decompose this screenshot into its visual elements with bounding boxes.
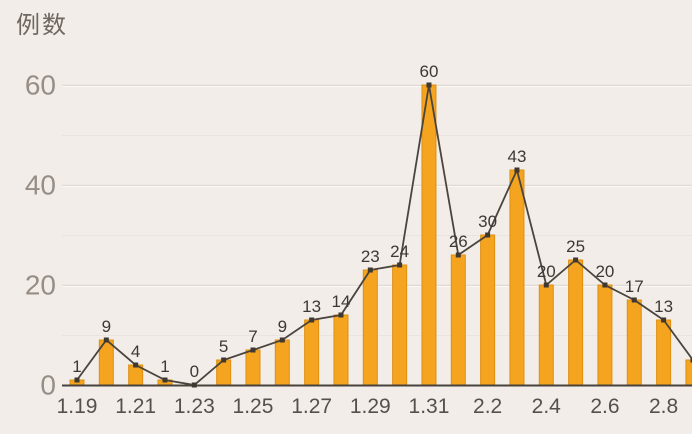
point-marker <box>279 337 285 343</box>
point-marker <box>426 82 432 88</box>
bar-1.25 <box>245 349 261 386</box>
point-marker <box>661 317 667 323</box>
bar-value-label: 60 <box>419 62 438 81</box>
bar-value-label: 20 <box>595 262 614 281</box>
bar-value-label: 1 <box>72 357 81 376</box>
point-marker <box>74 377 80 383</box>
bar-1.31 <box>421 84 437 386</box>
bar-value-label: 9 <box>102 317 111 336</box>
point-marker <box>221 357 227 363</box>
point-marker <box>514 167 520 173</box>
bar-value-label: 4 <box>131 342 140 361</box>
x-tick-label: 1.25 <box>233 395 274 418</box>
point-marker <box>250 347 256 353</box>
x-tick-label: 2.2 <box>473 395 502 418</box>
bar-value-label: 17 <box>625 277 644 296</box>
x-tick-label: 1.29 <box>350 395 391 418</box>
point-marker <box>631 297 637 303</box>
y-axis-title: 例数 <box>16 12 68 39</box>
point-marker <box>367 267 373 273</box>
trend-line <box>76 84 692 386</box>
x-tick-label: 1.27 <box>291 395 332 418</box>
bar-2.3 <box>509 169 525 386</box>
y-tick-label: 0 <box>40 370 56 401</box>
bar-value-label: 25 <box>566 237 585 256</box>
bar-2.2 <box>480 234 496 386</box>
bar-value-label: 20 <box>537 262 556 281</box>
bar-value-label: 14 <box>332 292 351 311</box>
bar-value-label: 1 <box>160 357 169 376</box>
x-tick-label: 2.4 <box>532 395 562 418</box>
point-marker <box>191 382 197 388</box>
bar-2.6 <box>597 284 613 386</box>
bar-value-label: 23 <box>361 247 380 266</box>
point-marker <box>103 337 109 343</box>
point-marker <box>573 257 579 263</box>
bar-2.5 <box>568 259 584 386</box>
x-tick-label: 1.19 <box>57 395 98 418</box>
point-marker <box>602 282 608 288</box>
bar-value-label: 13 <box>654 297 673 316</box>
y-tick-label: 20 <box>25 270 56 301</box>
bar-value-label: 5 <box>219 337 228 356</box>
bar-value-label: 9 <box>278 317 287 336</box>
bar-2.7 <box>626 299 642 386</box>
bar-2.8 <box>656 319 672 386</box>
x-tick-label: 2.8 <box>649 395 678 418</box>
bar-1.29 <box>362 269 378 386</box>
bar-1.26 <box>274 339 290 386</box>
bar-value-label: 7 <box>248 327 257 346</box>
bar-value-label: 26 <box>449 232 468 251</box>
y-tick-label: 60 <box>25 70 56 101</box>
point-marker <box>309 317 315 323</box>
point-marker <box>543 282 549 288</box>
point-marker <box>133 362 139 368</box>
point-marker <box>485 232 491 238</box>
y-tick-label: 40 <box>25 170 56 201</box>
x-tick-label: 1.31 <box>409 395 450 418</box>
point-marker <box>397 262 403 268</box>
x-tick-label: 1.23 <box>174 395 215 418</box>
bar-value-label: 43 <box>507 147 526 166</box>
bar-value-label: 0 <box>190 362 199 381</box>
bar-value-label: 13 <box>302 297 321 316</box>
bar-value-label: 24 <box>390 242 409 261</box>
bar-2.1 <box>450 254 466 386</box>
bar-value-label: 30 <box>478 212 497 231</box>
bar-2.4 <box>538 284 554 386</box>
bar-1.28 <box>333 314 349 386</box>
x-tick-label: 2.6 <box>590 395 619 418</box>
point-marker <box>455 252 461 258</box>
bar-2.9 <box>685 359 692 386</box>
x-tick-label: 1.21 <box>115 395 156 418</box>
bar-1.30 <box>392 264 408 386</box>
point-marker <box>338 312 344 318</box>
point-marker <box>690 357 692 363</box>
point-marker <box>162 377 168 383</box>
bar-1.27 <box>304 319 320 386</box>
